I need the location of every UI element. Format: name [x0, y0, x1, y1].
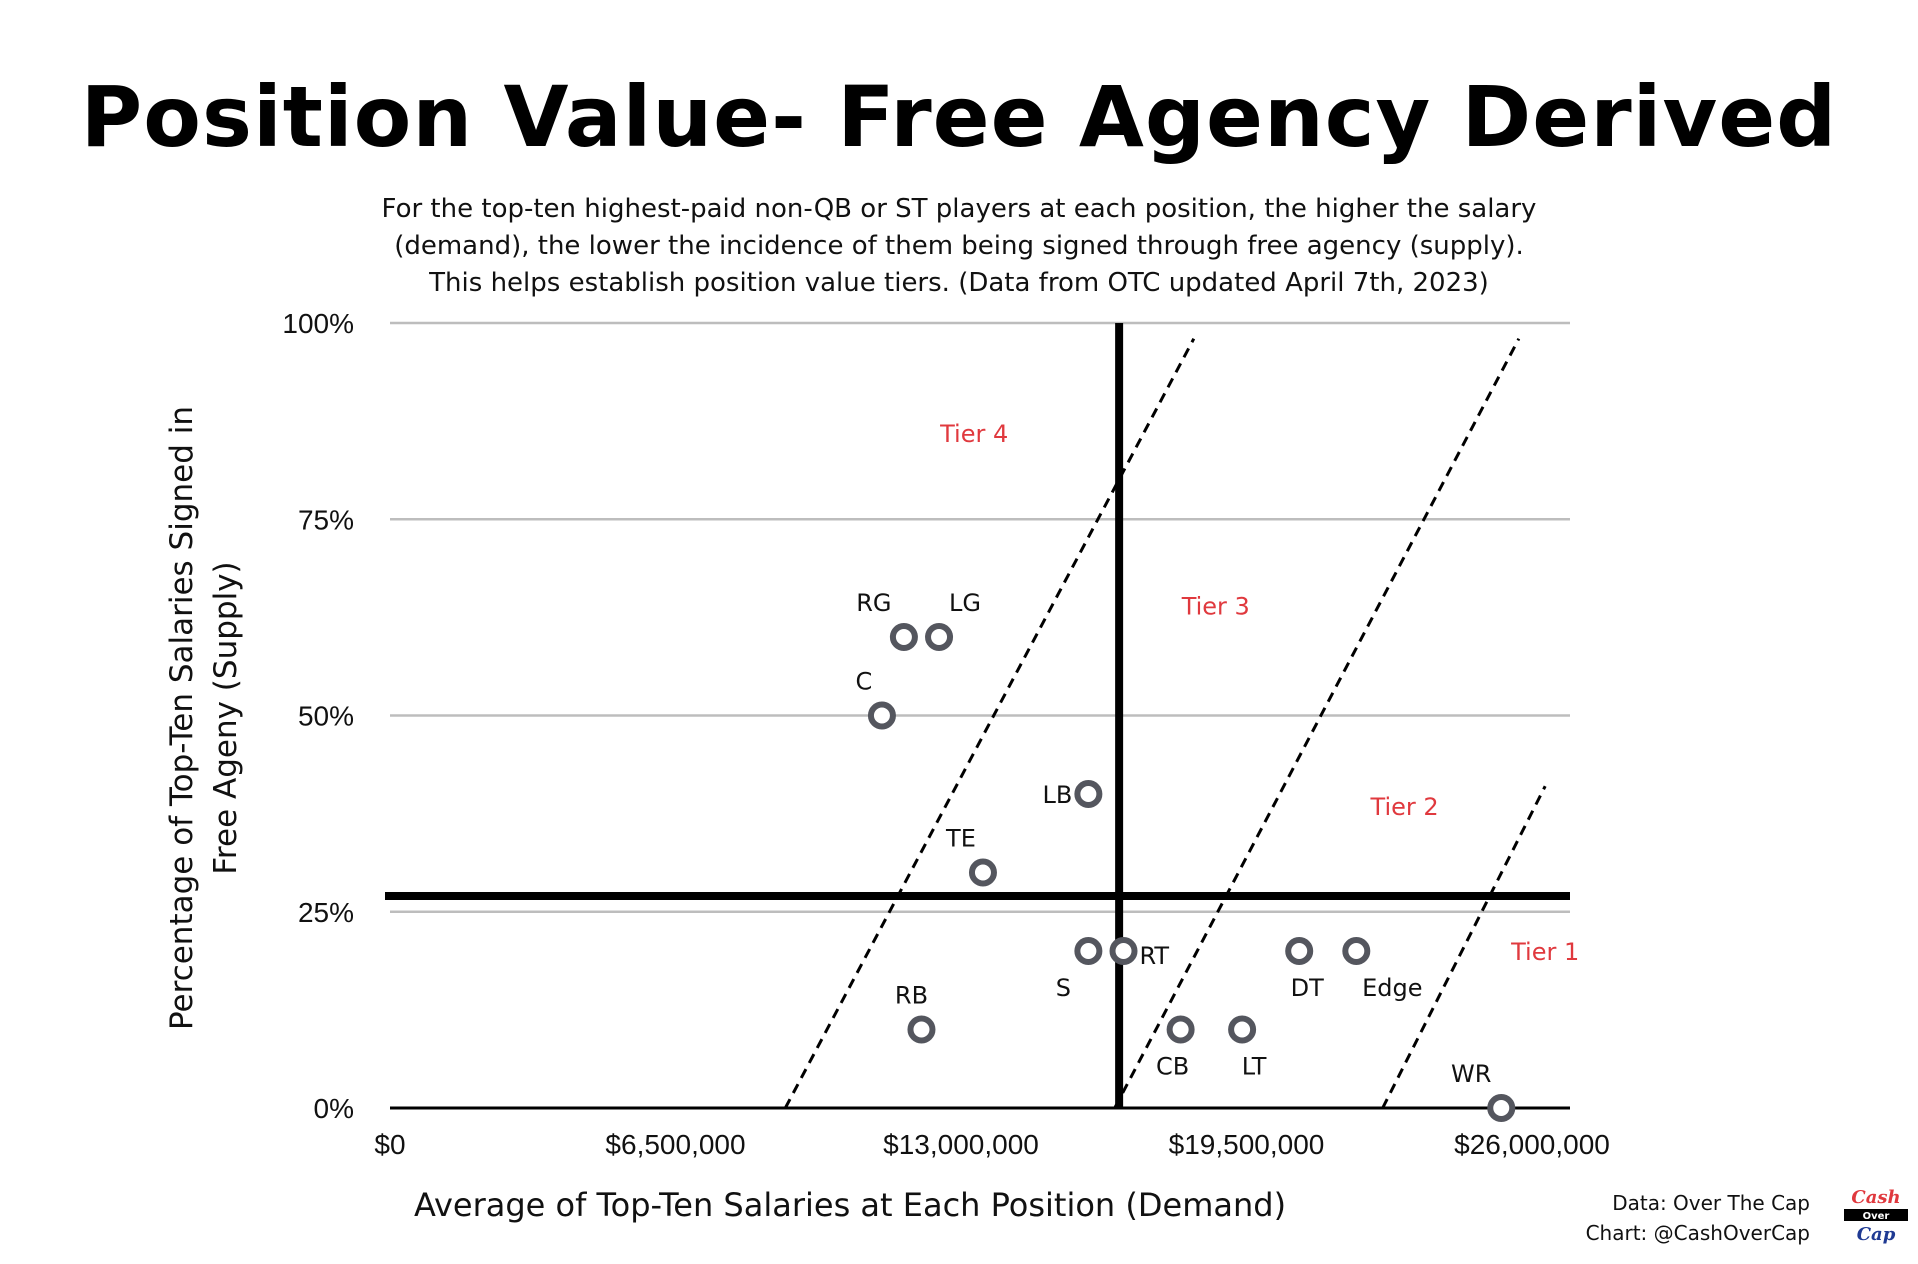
- grid-lines: [390, 321, 1570, 913]
- y-axis-label: Free Ageny (Supply): [208, 561, 244, 874]
- tier-boundary-line: [1381, 785, 1547, 1109]
- data-point-label: LT: [1242, 1053, 1267, 1081]
- tier-labels: Tier 4 Tier 3 Tier 2 Tier 1: [939, 420, 1579, 966]
- data-point-label: LB: [1043, 781, 1073, 809]
- tick-labels: $0 $6,500,000 $13,000,000 $19,500,000 $26,00…: [282, 308, 1609, 1160]
- tier-boundaries: [783, 337, 1547, 1109]
- tier-boundary-line: [1113, 338, 1521, 1109]
- data-point-label: DT: [1291, 974, 1324, 1002]
- data-point-label: Edge: [1362, 974, 1422, 1002]
- data-point-marker: [867, 701, 896, 730]
- logo-word-cap: Cap: [1857, 1224, 1896, 1245]
- chart-credits: Data: Over The Cap Chart: @CashOverCap: [1586, 1188, 1810, 1248]
- y-tick-label: 50%: [298, 701, 354, 732]
- tier-boundary-line: [783, 337, 1196, 1109]
- logo-word-cash: Cash: [1851, 1187, 1900, 1208]
- data-point-label: S: [1056, 974, 1071, 1002]
- data-point-marker: [889, 623, 918, 651]
- y-tick-label: 0%: [314, 1093, 354, 1124]
- data-point-marker: [1487, 1094, 1516, 1122]
- x-tick-label: $26,000,000: [1454, 1129, 1610, 1160]
- data-point-label: LG: [949, 589, 981, 617]
- chart-subtitle: For the top-ten highest-paid non-QB or S…: [309, 191, 1609, 302]
- data-points: [867, 623, 1516, 1122]
- data-point-label: RT: [1140, 942, 1170, 970]
- x-axis-label: Average of Top-Ten Salaries at Each Posi…: [414, 1186, 1286, 1224]
- data-point-marker: [1228, 1015, 1257, 1044]
- subtitle-line: (demand), the lower the incidence of the…: [394, 231, 1524, 261]
- tier-label: Tier 3: [1181, 593, 1250, 621]
- subtitle-line: This helps establish position value tier…: [429, 268, 1489, 298]
- data-point-label: RG: [856, 589, 891, 617]
- logo-bar: [1844, 1209, 1908, 1221]
- data-source-credit: Data: Over The Cap: [1612, 1191, 1810, 1215]
- data-point-marker: [968, 858, 997, 887]
- x-tick-label: $19,500,000: [1169, 1129, 1325, 1160]
- y-tick-label: 100%: [282, 308, 354, 339]
- reference-lines: [385, 323, 1570, 1108]
- tier-label: Tier 1: [1510, 938, 1579, 966]
- point-labels: RG LG C LB TE RB S RT CB LT DT Edge WR: [856, 589, 1492, 1088]
- data-point-marker: [907, 1015, 936, 1044]
- data-point-marker: [1074, 937, 1103, 965]
- chart-title: Position Value- Free Agency Derived: [80, 68, 1838, 166]
- cash-over-cap-logo: Cash Over Cap: [1844, 1187, 1908, 1245]
- x-tick-label: $6,500,000: [605, 1129, 745, 1160]
- tier-label: Tier 2: [1370, 793, 1439, 821]
- data-point-marker: [1342, 937, 1371, 965]
- subtitle-line: For the top-ten highest-paid non-QB or S…: [381, 194, 1537, 224]
- tier-label: Tier 4: [939, 420, 1008, 448]
- data-point-label: RB: [895, 982, 928, 1010]
- logo-word-over: Over: [1863, 1211, 1890, 1222]
- x-tick-label: $0: [374, 1129, 405, 1160]
- data-point-label: TE: [945, 825, 976, 853]
- data-point-marker: [1109, 937, 1138, 965]
- data-point-marker: [1285, 937, 1314, 965]
- data-point-label: CB: [1156, 1053, 1189, 1081]
- chart-author-credit: Chart: @CashOverCap: [1585, 1221, 1810, 1245]
- y-tick-label: 25%: [298, 897, 354, 928]
- y-axis-label: Percentage of Top-Ten Salaries Signed in: [164, 406, 200, 1030]
- data-point-marker: [925, 623, 954, 651]
- data-point-label: WR: [1451, 1060, 1491, 1088]
- data-point-marker: [1074, 780, 1103, 808]
- data-point-marker: [1166, 1015, 1195, 1044]
- data-point-label: C: [856, 668, 873, 696]
- x-tick-label: $13,000,000: [883, 1129, 1039, 1160]
- y-tick-label: 75%: [298, 504, 354, 535]
